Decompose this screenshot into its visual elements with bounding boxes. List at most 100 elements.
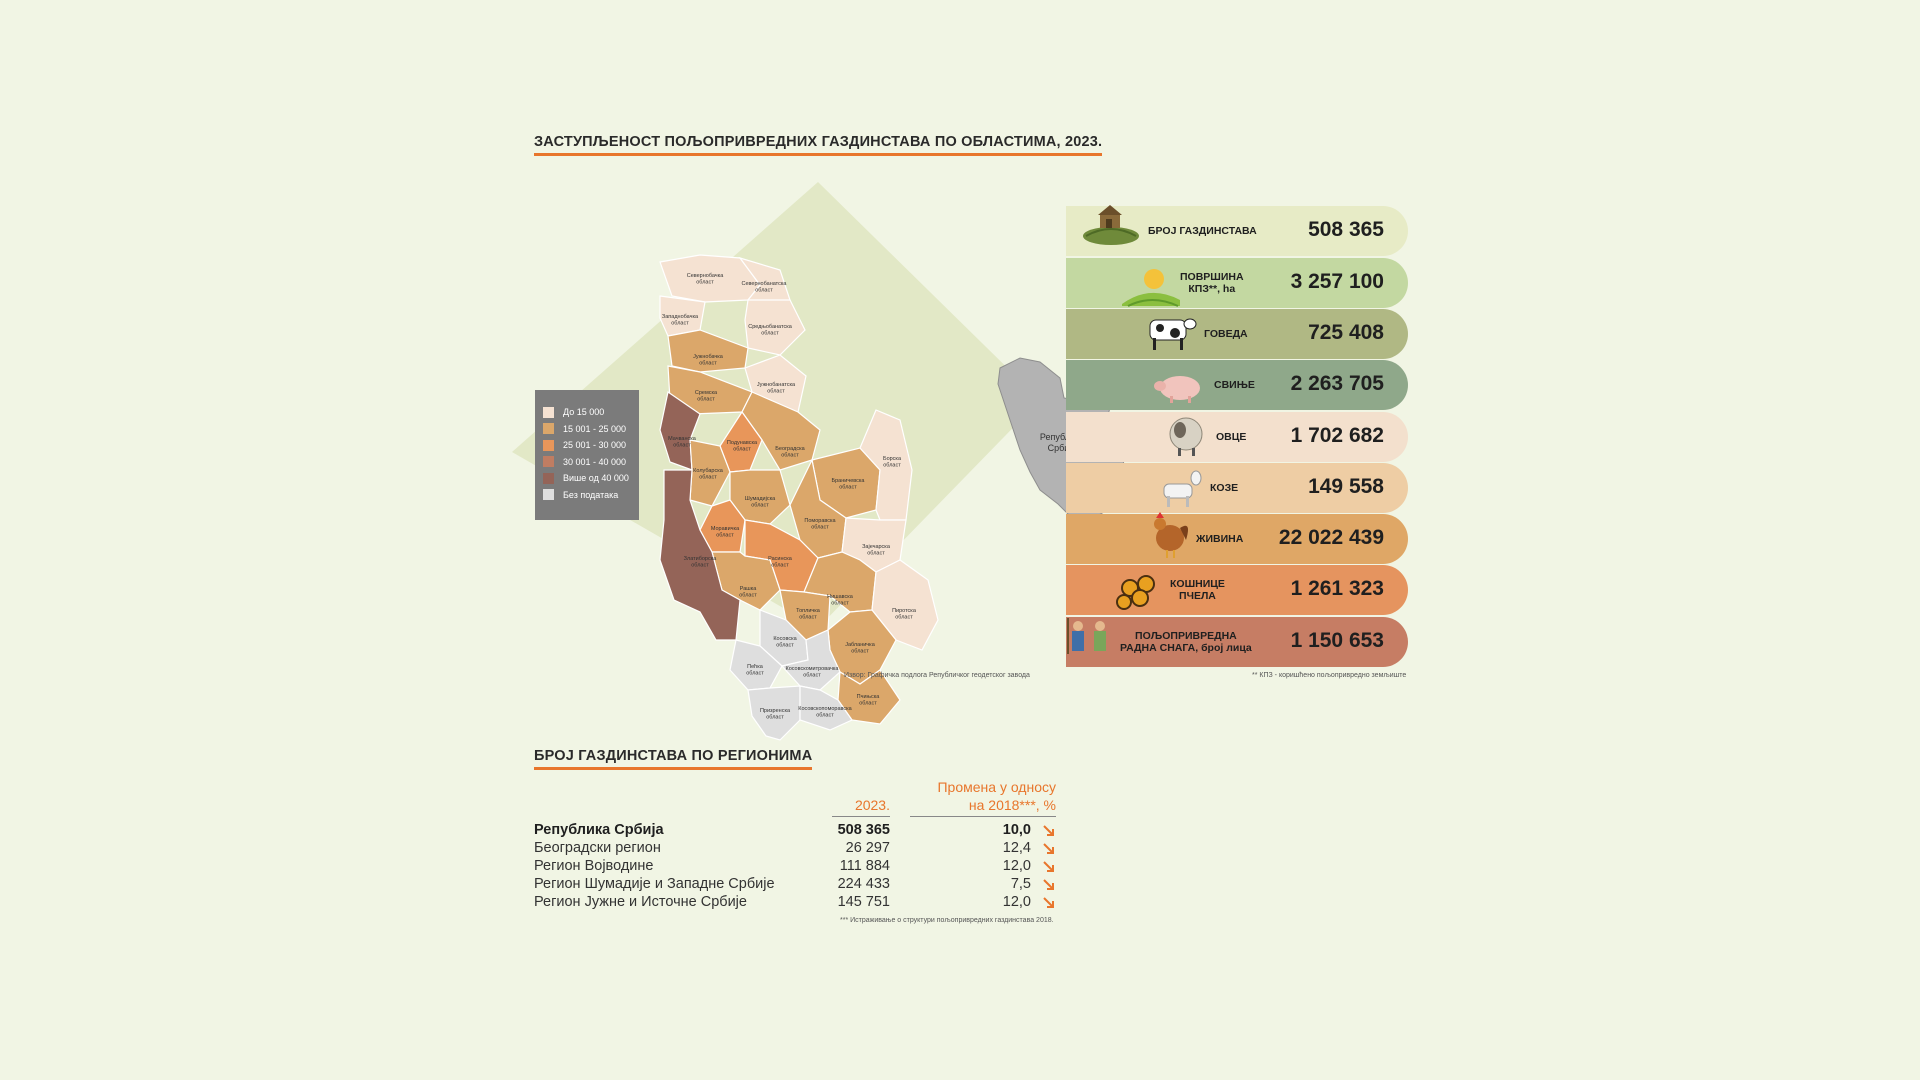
- district-label: Подунавска област: [727, 440, 758, 453]
- stat-band: ЖИВИНА 22 022 439: [1066, 514, 1408, 564]
- table-row: Београдски регион 26 297 12,4: [534, 840, 1064, 858]
- district-label: Пећка област: [746, 664, 764, 677]
- column-header-change: Промена у односу на 2018***, %: [910, 778, 1056, 817]
- value-2023: 224 433: [837, 876, 890, 892]
- region-name: Београдски регион: [534, 840, 661, 856]
- legend-swatch: [543, 439, 554, 451]
- district-label: Колубарска област: [693, 468, 724, 481]
- value-2023: 26 297: [845, 840, 890, 856]
- value-change: 10,0: [1002, 822, 1031, 838]
- legend-label: 25 001 - 30 000: [563, 440, 627, 451]
- stat-band: ОВЦЕ 1 702 682: [1066, 412, 1408, 462]
- legend-label: 30 001 - 40 000: [563, 456, 627, 467]
- legend-item: 30 001 - 40 000: [543, 454, 639, 471]
- stat-value: 508 365: [1308, 218, 1384, 241]
- table-title: БРОЈ ГАЗДИНСТАВА ПО РЕГИОНИМА: [534, 748, 813, 770]
- stat-value: 22 022 439: [1278, 526, 1384, 549]
- stats-footnote: ** КПЗ - коришћено пољопривредно земљишт…: [1252, 672, 1407, 679]
- district-label: Београдска област: [775, 446, 805, 459]
- map-source: Извор: Графичка подлога Републичког геод…: [844, 672, 1030, 679]
- legend-swatch: [543, 472, 554, 484]
- table-footnote: *** Истраживање о структури пољопривредн…: [840, 917, 1054, 924]
- stat-label: ОВЦЕ: [1216, 431, 1247, 443]
- district-label: Севернобачка област: [687, 273, 724, 286]
- district-label: Јужнобачка област: [693, 354, 724, 367]
- table-row: Република Србија 508 365 10,0: [534, 822, 1064, 840]
- stat-label: КОЗЕ: [1210, 482, 1239, 494]
- legend-item: Без података: [543, 487, 639, 504]
- district-label: Зајечарска област: [862, 544, 891, 557]
- value-2023: 111 884: [839, 858, 890, 874]
- column-header-change-line1: Промена у односу: [937, 779, 1056, 795]
- region-name: Регион Шумадије и Западне Србије: [534, 876, 775, 892]
- district-label: Сремска област: [695, 390, 718, 403]
- legend-label: Више од 40 000: [563, 473, 629, 484]
- stat-label: ЖИВИНА: [1196, 533, 1244, 545]
- legend-item: До 15 000: [543, 404, 639, 421]
- inset-label: Република: [1040, 432, 1084, 442]
- table-row: Регион Јужне и Источне Србије 145 751 12…: [534, 894, 1064, 912]
- stat-value: 1 261 323: [1290, 577, 1384, 600]
- trend-down-arrow-icon: [1043, 897, 1054, 908]
- region-name: Регион Јужне и Источне Србије: [534, 894, 747, 910]
- trend-down-arrow-icon: [1043, 879, 1054, 890]
- district-label: Севернобанатска област: [742, 281, 788, 294]
- district-area: [747, 685, 801, 741]
- district-label: Мачванска област: [668, 436, 697, 449]
- stat-label: ПОВРШИНА КПЗ**, ha: [1180, 271, 1244, 295]
- stat-value: 1 150 653: [1290, 629, 1384, 652]
- legend-item: 15 001 - 25 000: [543, 421, 639, 438]
- stat-band: КОШНИЦЕ ПЧЕЛА 1 261 323: [1066, 565, 1408, 615]
- legend-item: 25 001 - 30 000: [543, 437, 639, 454]
- stat-band: СВИЊЕ 2 263 705: [1066, 360, 1408, 410]
- table-row: Регион Шумадије и Западне Србије 224 433…: [534, 876, 1064, 894]
- legend-swatch: [543, 406, 554, 418]
- legend-label: 15 001 - 25 000: [563, 423, 627, 434]
- stat-label: КОШНИЦЕ ПЧЕЛА: [1170, 578, 1225, 602]
- value-change: 12,0: [1002, 894, 1031, 910]
- legend-swatch: [543, 423, 554, 435]
- value-2023: 145 751: [837, 894, 890, 910]
- trend-down-arrow-icon: [1043, 843, 1054, 854]
- value-2023: 508 365: [837, 822, 890, 838]
- map-title: ЗАСТУПЉЕНОСТ ПОЉОПРИВРЕДНИХ ГАЗДИНСТАВА …: [534, 134, 1103, 156]
- stat-band: ПОВРШИНА КПЗ**, ha 3 257 100: [1066, 258, 1408, 308]
- trend-down-arrow-icon: [1043, 861, 1054, 872]
- stat-value: 725 408: [1308, 321, 1384, 344]
- district-area: [799, 685, 853, 731]
- district-label: Призренска област: [760, 708, 791, 721]
- stat-label: ПОЉОПРИВРЕДНА РАДНА СНАГА, број лица: [1120, 630, 1252, 654]
- stat-value: 2 263 705: [1290, 372, 1384, 395]
- value-change: 7,5: [1010, 876, 1031, 892]
- district-label: Моравичка област: [711, 526, 740, 539]
- district-label: Браничевска област: [832, 478, 866, 491]
- stat-band: БРОЈ ГАЗДИНСТАВА 508 365: [1066, 206, 1408, 256]
- stat-label: БРОЈ ГАЗДИНСТАВА: [1148, 225, 1257, 237]
- district-label: Косовска област: [773, 636, 797, 649]
- district-label: Јужнобанатска област: [757, 382, 796, 395]
- stat-value: 149 558: [1308, 475, 1384, 498]
- district-label: Расинска област: [768, 556, 793, 569]
- column-header-2023: 2023.: [832, 796, 890, 817]
- district-area: [659, 469, 741, 641]
- district-label: Јабланичка област: [845, 642, 875, 655]
- stat-label: ГОВЕДА: [1204, 328, 1248, 340]
- district-label: Топличка област: [796, 608, 821, 621]
- trend-down-arrow-icon: [1043, 825, 1054, 836]
- table-row: Регион Војводине 111 884 12,0: [534, 858, 1064, 876]
- value-change: 12,0: [1002, 858, 1031, 874]
- region-name: Регион Војводине: [534, 858, 654, 874]
- district-label: Поморавска област: [804, 518, 836, 531]
- district-label: Средњобанатска област: [748, 324, 792, 337]
- column-header-change-line2: на 2018***, %: [968, 797, 1056, 813]
- region-name: Република Србија: [534, 822, 664, 838]
- district-label: Борска област: [883, 456, 902, 469]
- legend-swatch: [543, 456, 554, 468]
- district-label: Шумадијска област: [745, 496, 776, 509]
- legend-label: До 15 000: [563, 407, 605, 418]
- map-legend: До 15 000 15 001 - 25 000 25 001 - 30 00…: [535, 390, 639, 520]
- stat-band: ГОВЕДА 725 408: [1066, 309, 1408, 359]
- inset-label: Србија: [1048, 443, 1077, 453]
- district-label: Нишавска област: [827, 594, 854, 607]
